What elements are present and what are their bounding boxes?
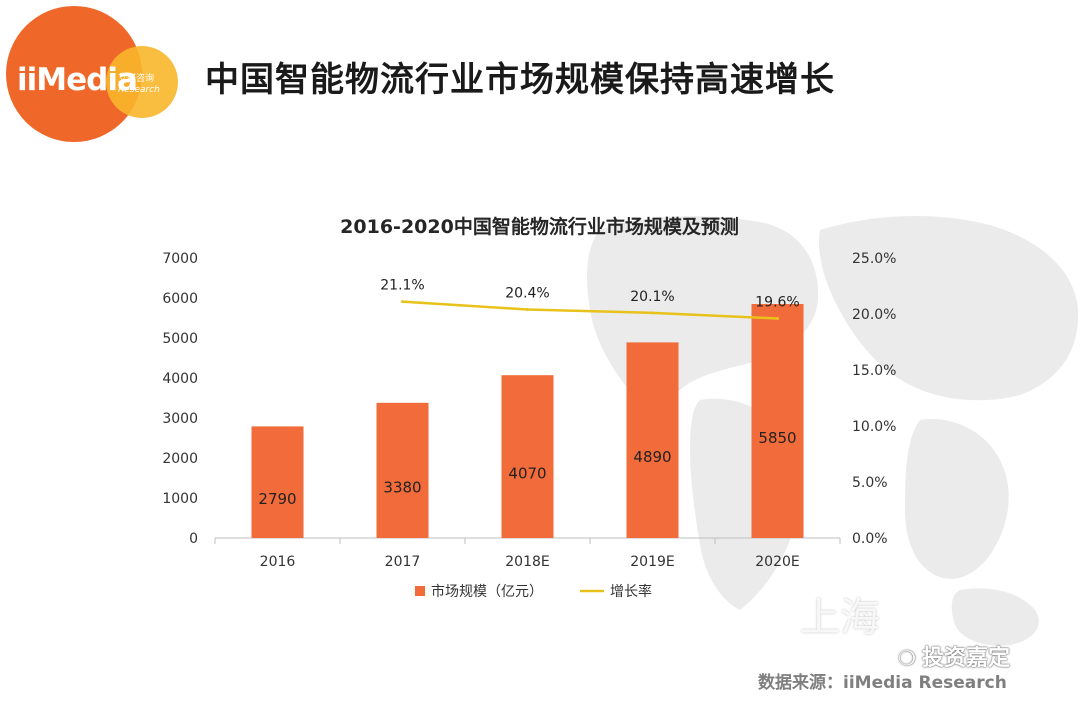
bar bbox=[251, 426, 304, 538]
watermark-wechat-label: 投资嘉定 bbox=[921, 646, 1010, 671]
bar-value-label: 4890 bbox=[633, 448, 671, 466]
y-tick-label: 7000 bbox=[162, 251, 198, 267]
logo-en: Research bbox=[118, 85, 160, 95]
bar bbox=[376, 402, 429, 538]
y-tick-label: 3000 bbox=[162, 411, 198, 427]
legend-line-label: 增长率 bbox=[610, 583, 652, 600]
bar bbox=[751, 304, 804, 538]
iimedia-logo: iiMedia 艾媒咨询 Research bbox=[0, 0, 200, 150]
x-tick-label: 2020E bbox=[755, 554, 799, 570]
y-tick-label: 1000 bbox=[162, 491, 198, 507]
legend-bar-label: 市场规模（亿元） bbox=[431, 583, 543, 600]
bar-value-label: 4070 bbox=[508, 465, 546, 483]
growth-rate-point bbox=[401, 300, 404, 304]
y2-tick-label: 5.0% bbox=[852, 475, 888, 491]
y2-tick-label: 0.0% bbox=[852, 531, 888, 547]
growth-rate-label: 21.1% bbox=[380, 278, 424, 294]
y2-tick-label: 15.0% bbox=[852, 363, 896, 379]
source-note: 数据来源：iiMedia Research bbox=[758, 673, 1007, 693]
logo-yellow-circle bbox=[106, 46, 178, 118]
y-tick-label: 0 bbox=[189, 531, 198, 547]
logo-cn: 艾媒咨询 bbox=[118, 74, 155, 84]
growth-rate-label: 19.6% bbox=[755, 294, 799, 310]
y-tick-label: 4000 bbox=[162, 371, 198, 387]
bar-value-label: 2790 bbox=[258, 490, 296, 508]
chart-title: 2016-2020中国智能物流行业市场规模及预测 bbox=[340, 215, 739, 238]
growth-rate-point bbox=[776, 316, 779, 320]
y-tick-label: 2000 bbox=[162, 451, 198, 467]
bar bbox=[626, 342, 679, 538]
bar-value-label: 3380 bbox=[383, 478, 421, 496]
growth-rate-label: 20.4% bbox=[505, 286, 549, 302]
y-tick-label: 5000 bbox=[162, 331, 198, 347]
growth-rate-label: 20.1% bbox=[630, 289, 674, 305]
y2-tick-label: 10.0% bbox=[852, 419, 896, 435]
bar bbox=[501, 375, 554, 538]
x-tick-label: 2019E bbox=[630, 554, 674, 570]
watermark-wechat: ❍ 投资嘉定 bbox=[898, 640, 1010, 672]
y-tick-label: 6000 bbox=[162, 291, 198, 307]
y2-tick-label: 25.0% bbox=[852, 251, 896, 267]
watermark-shanghai: 上海 bbox=[800, 595, 880, 641]
growth-rate-point bbox=[651, 311, 654, 315]
growth-rate-point bbox=[526, 308, 529, 312]
wechat-icon: ❍ bbox=[898, 646, 916, 670]
legend-bar-swatch bbox=[415, 586, 425, 596]
growth-rate-line bbox=[402, 300, 778, 320]
logo-subtitle: 艾媒咨询 Research bbox=[118, 74, 160, 96]
logo-text: iiMedia bbox=[17, 62, 138, 98]
x-tick-label: 2016 bbox=[260, 554, 296, 570]
x-tick-label: 2017 bbox=[385, 554, 421, 570]
page-title: 中国智能物流行业市场规模保持高速增长 bbox=[205, 60, 835, 100]
x-tick-label: 2018E bbox=[505, 554, 549, 570]
bar-value-label: 5850 bbox=[758, 429, 796, 447]
y2-tick-label: 20.0% bbox=[852, 307, 896, 323]
